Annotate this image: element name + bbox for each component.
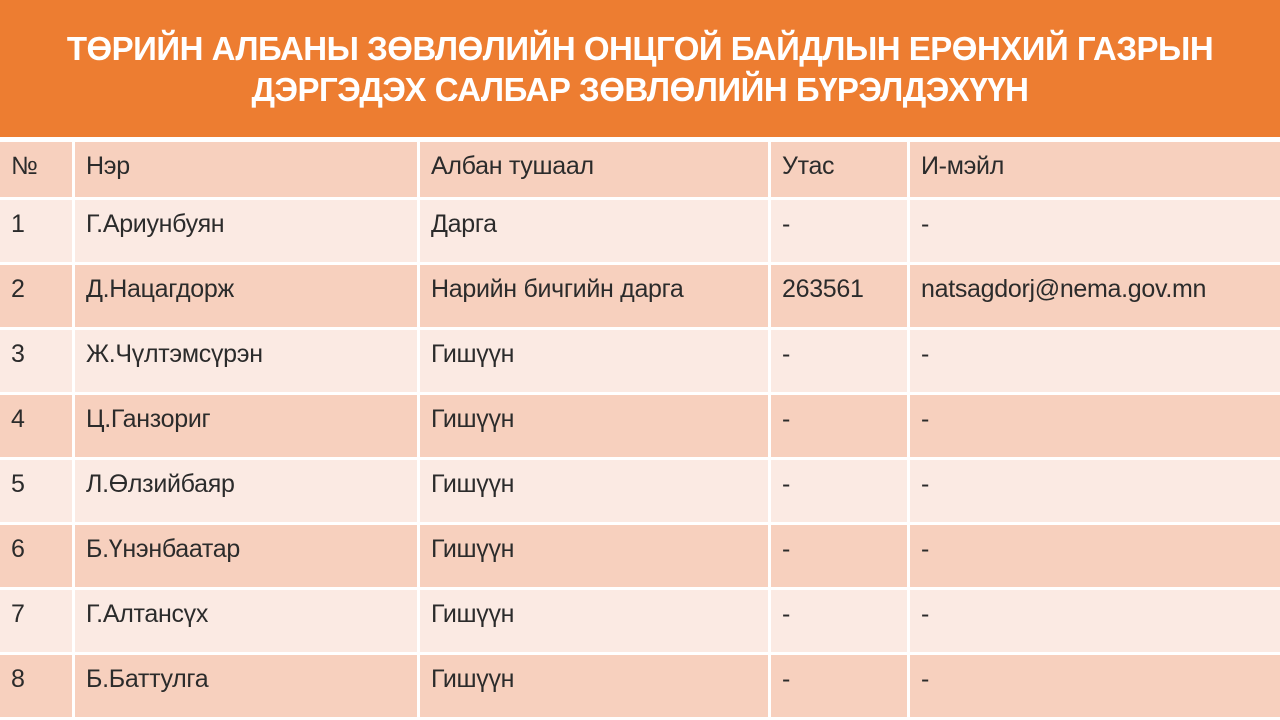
- cell-email: -: [910, 525, 1280, 587]
- cell-name: Б.Баттулга: [75, 655, 417, 717]
- cell-email: -: [910, 655, 1280, 717]
- slide-title-banner: ТӨРИЙН АЛБАНЫ ЗӨВЛӨЛИЙН ОНЦГОЙ БАЙДЛЫН Е…: [0, 0, 1280, 137]
- cell-name: Л.Өлзийбаяр: [75, 460, 417, 522]
- cell-position: Нарийн бичгийн дарга: [420, 265, 768, 327]
- table-row: 5 Л.Өлзийбаяр Гишүүн - -: [0, 460, 1280, 522]
- cell-phone: -: [771, 655, 907, 717]
- cell-email: -: [910, 395, 1280, 457]
- cell-number: 5: [0, 460, 72, 522]
- cell-phone: -: [771, 525, 907, 587]
- cell-name: Г.Ариунбуян: [75, 200, 417, 262]
- column-header-phone: Утас: [771, 142, 907, 197]
- cell-phone: -: [771, 330, 907, 392]
- cell-phone: -: [771, 200, 907, 262]
- column-header-name: Нэр: [75, 142, 417, 197]
- cell-number: 6: [0, 525, 72, 587]
- cell-name: Ц.Ганзориг: [75, 395, 417, 457]
- cell-email: -: [910, 460, 1280, 522]
- cell-number: 2: [0, 265, 72, 327]
- table-header-row: № Нэр Албан тушаал Утас И-мэйл: [0, 142, 1280, 197]
- cell-number: 7: [0, 590, 72, 652]
- table-row: 6 Б.Үнэнбаатар Гишүүн - -: [0, 525, 1280, 587]
- cell-name: Г.Алтансүх: [75, 590, 417, 652]
- cell-number: 1: [0, 200, 72, 262]
- cell-phone: -: [771, 460, 907, 522]
- cell-phone: 263561: [771, 265, 907, 327]
- column-header-email: И-мэйл: [910, 142, 1280, 197]
- cell-email: -: [910, 200, 1280, 262]
- cell-name: Ж.Чүлтэмсүрэн: [75, 330, 417, 392]
- table-row: 8 Б.Баттулга Гишүүн - -: [0, 655, 1280, 717]
- cell-name: Б.Үнэнбаатар: [75, 525, 417, 587]
- cell-position: Гишүүн: [420, 525, 768, 587]
- table-row: 7 Г.Алтансүх Гишүүн - -: [0, 590, 1280, 652]
- cell-number: 8: [0, 655, 72, 717]
- table-row: 2 Д.Нацагдорж Нарийн бичгийн дарга 263561 na…: [0, 265, 1280, 327]
- cell-position: Гишүүн: [420, 590, 768, 652]
- cell-position: Дарга: [420, 200, 768, 262]
- cell-position: Гишүүн: [420, 655, 768, 717]
- members-table: № Нэр Албан тушаал Утас И-мэйл 1 Г.Ариунбуян Д…: [0, 142, 1280, 717]
- slide-title-line-1: ТӨРИЙН АЛБАНЫ ЗӨВЛӨЛИЙН ОНЦГОЙ БАЙДЛЫН Е…: [66, 29, 1214, 67]
- slide-title-line-2: ДЭРГЭДЭХ САЛБАР ЗӨВЛӨЛИЙН БҮРЭЛДЭХҮҮН: [251, 70, 1029, 108]
- cell-number: 4: [0, 395, 72, 457]
- cell-name: Д.Нацагдорж: [75, 265, 417, 327]
- cell-email: -: [910, 590, 1280, 652]
- cell-position: Гишүүн: [420, 395, 768, 457]
- cell-email: natsagdorj@nema.gov.mn: [910, 265, 1280, 327]
- cell-position: Гишүүн: [420, 330, 768, 392]
- column-header-position: Албан тушаал: [420, 142, 768, 197]
- table-row: 3 Ж.Чүлтэмсүрэн Гишүүн - -: [0, 330, 1280, 392]
- cell-number: 3: [0, 330, 72, 392]
- cell-position: Гишүүн: [420, 460, 768, 522]
- table-row: 1 Г.Ариунбуян Дарга - -: [0, 200, 1280, 262]
- cell-phone: -: [771, 590, 907, 652]
- cell-phone: -: [771, 395, 907, 457]
- column-header-number: №: [0, 142, 72, 197]
- table-row: 4 Ц.Ганзориг Гишүүн - -: [0, 395, 1280, 457]
- cell-email: -: [910, 330, 1280, 392]
